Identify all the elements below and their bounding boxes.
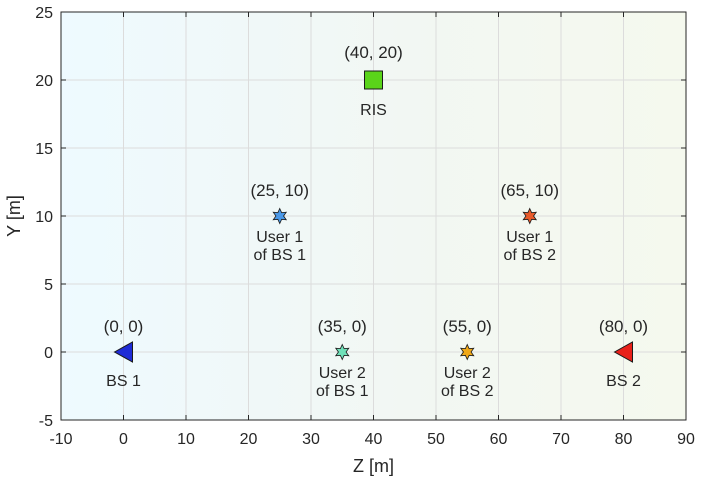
y-axis-title: Y [m] [4, 195, 24, 237]
point-ris: (40, 20) RIS [344, 43, 403, 119]
y-tick-label: 5 [44, 277, 53, 294]
point-label-user2-bs2: User 2 [444, 365, 491, 382]
tick-labels: -10 0 10 20 30 40 50 60 70 80 90 -5 0 5 10 15 20 25 [35, 5, 695, 448]
point-label-user2-bs1: User 2 [319, 365, 366, 382]
coord-label-user2-bs2: (55, 0) [443, 317, 492, 336]
y-tick-label: 15 [35, 141, 53, 158]
marker-ris [364, 70, 383, 90]
coord-label-user1-bs1: (25, 10) [250, 181, 309, 200]
y-tick-label: 25 [35, 5, 53, 22]
tick-marks [60, 11, 687, 421]
point-user2-bs1: (35, 0) User 2of BS 1 [316, 317, 369, 400]
y-tick-label: 20 [35, 73, 53, 90]
x-tick-label: 30 [302, 431, 320, 448]
x-tick-label: 10 [177, 431, 195, 448]
x-tick-label: 40 [365, 431, 383, 448]
point-label-bs2: BS 2 [606, 373, 641, 390]
point-user1-bs1: (25, 10) User 1of BS 1 [250, 181, 309, 264]
coord-label-bs2: (80, 0) [599, 317, 648, 336]
point-label-user2-bs2: of BS 2 [441, 383, 494, 400]
point-label-user2-bs1: of BS 1 [316, 383, 369, 400]
coord-label-ris: (40, 20) [344, 43, 403, 62]
point-user1-bs2: (65, 10) User 1of BS 2 [500, 181, 559, 264]
x-tick-label: 60 [490, 431, 508, 448]
x-tick-label: -10 [49, 431, 72, 448]
x-tick-label: 50 [427, 431, 445, 448]
point-bs2: (80, 0) BS 2 [599, 317, 648, 390]
coord-label-user1-bs2: (65, 10) [500, 181, 559, 200]
y-tick-label: 10 [35, 209, 53, 226]
marker-bs2 [613, 341, 633, 363]
coord-label-user2-bs1: (35, 0) [318, 317, 367, 336]
y-tick-label: -5 [39, 413, 53, 430]
point-label-user1-bs2: of BS 2 [504, 247, 557, 264]
x-tick-label: 70 [552, 431, 570, 448]
x-axis-title: Z [m] [353, 456, 394, 476]
x-tick-label: 80 [615, 431, 633, 448]
marker-bs1 [113, 341, 133, 363]
data-points: (0, 0) BS 1 (80, 0) BS 2 (40, 20) RIS (25, 10)… [104, 43, 648, 400]
y-tick-label: 0 [44, 345, 53, 362]
x-tick-label: 0 [119, 431, 128, 448]
point-label-ris: RIS [360, 102, 387, 119]
point-label-bs1: BS 1 [106, 373, 141, 390]
point-bs1: (0, 0) BS 1 [104, 317, 144, 390]
x-tick-label: 90 [677, 431, 695, 448]
point-label-user1-bs1: of BS 1 [254, 247, 307, 264]
point-user2-bs2: (55, 0) User 2of BS 2 [441, 317, 494, 400]
x-tick-label: 20 [240, 431, 258, 448]
point-label-user1-bs2: User 1 [506, 229, 553, 246]
marker-user2-bs1 [334, 343, 350, 361]
point-label-user1-bs1: User 1 [256, 229, 303, 246]
marker-user1-bs2 [522, 207, 538, 225]
coord-label-bs1: (0, 0) [104, 317, 144, 336]
marker-user1-bs1 [272, 207, 288, 225]
marker-user2-bs2 [459, 343, 475, 361]
